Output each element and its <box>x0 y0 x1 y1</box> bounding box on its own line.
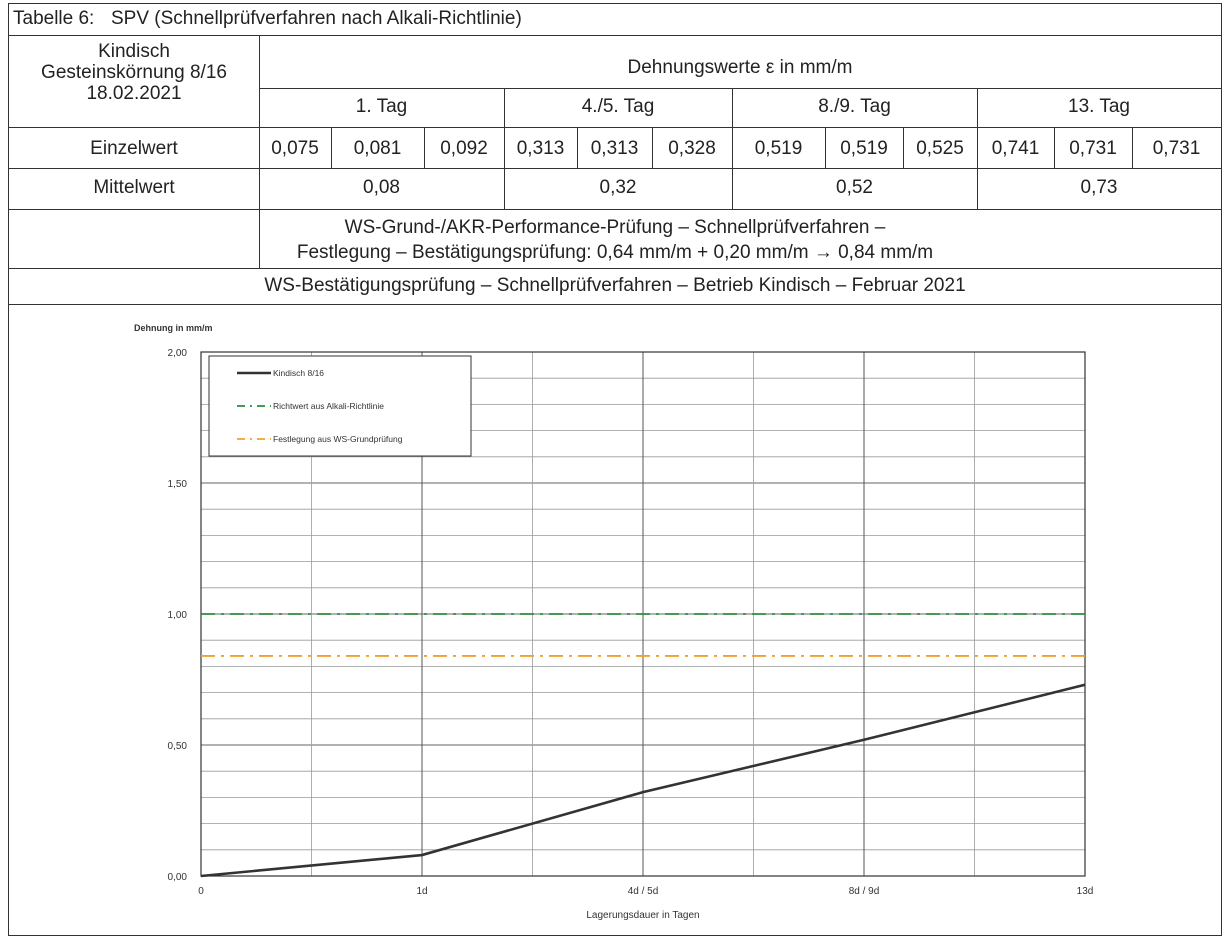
single-value: 0,313 <box>590 138 639 159</box>
x-tick-label: 8d / 9d <box>849 886 880 897</box>
row-divider <box>9 268 1221 269</box>
column-divider <box>259 35 260 268</box>
column-divider <box>732 88 733 209</box>
legend-label: Kindisch 8/16 <box>273 368 324 378</box>
single-value: 0,313 <box>516 138 565 159</box>
single-value: 0,731 <box>1069 138 1117 159</box>
note-line-2: Festlegung – Bestätigungsprüfung: 0,64 m… <box>296 242 934 263</box>
row-single-label: Einzelwert <box>90 138 178 159</box>
table-caption-title: SPV (Schnellprüfverfahren nach Alkali-Ri… <box>111 8 522 29</box>
single-value: 0,525 <box>916 138 964 159</box>
single-value: 0,075 <box>271 138 319 159</box>
x-tick-label: 0 <box>198 886 204 897</box>
column-divider <box>977 88 978 209</box>
y-tick-label: 1,00 <box>168 610 188 621</box>
single-value: 0,741 <box>991 138 1040 159</box>
table-caption-label: Tabelle 6: <box>13 8 95 29</box>
single-value: 0,328 <box>668 138 716 159</box>
column-divider <box>1132 127 1133 168</box>
row-divider <box>9 168 1221 169</box>
mean-value: 0,08 <box>363 177 400 198</box>
single-value: 0,081 <box>353 138 402 159</box>
row-divider <box>9 304 1221 305</box>
mean-value: 0,52 <box>836 177 873 198</box>
sample-name: Kindisch <box>98 41 170 62</box>
header-main: Dehnungswerte ε in mm/m <box>627 57 853 78</box>
period-header-4: 13. Tag <box>1068 96 1130 117</box>
column-divider <box>424 127 425 168</box>
column-divider <box>504 88 505 209</box>
mean-value: 0,73 <box>1080 177 1118 198</box>
single-value: 0,519 <box>754 138 803 159</box>
period-header-3: 8./9. Tag <box>818 96 891 117</box>
column-divider <box>652 127 653 168</box>
y-tick-label: 1,50 <box>168 479 188 490</box>
y-tick-label: 0,50 <box>168 741 188 752</box>
series-line <box>200 683 1086 878</box>
x-tick-label: 1d <box>416 886 427 897</box>
y-tick-label: 0,00 <box>168 872 188 883</box>
x-axis-label: Lagerungsdauer in Tagen <box>586 910 699 921</box>
sample-aggregate: Gesteinskörnung 8/16 <box>41 62 227 83</box>
y-tick-label: 2,00 <box>168 348 188 359</box>
column-divider <box>825 127 826 168</box>
row-mean-label: Mittelwert <box>93 177 175 198</box>
legend-label: Festlegung aus WS-Grundprüfung <box>273 434 403 444</box>
mean-value: 0,32 <box>599 177 637 198</box>
expansion-chart: 0,00 0,50 1,00 1,50 2,00 0 1d 4d / 5d 8d / 9d 13d… <box>134 323 1094 921</box>
row-divider <box>9 209 1221 210</box>
chart-subtitle: WS-Bestätigungsprüfung – Schnellprüfverf… <box>264 275 966 296</box>
single-value: 0,519 <box>840 138 888 159</box>
row-divider <box>9 35 1221 36</box>
single-value: 0,092 <box>440 138 488 159</box>
legend-label: Richtwert aus Alkali-Richtlinie <box>273 401 384 411</box>
column-divider <box>903 127 904 168</box>
row-divider <box>9 127 1221 128</box>
y-axis-label: Dehnung in mm/m <box>134 323 213 333</box>
sample-date: 18.02.2021 <box>86 83 182 104</box>
x-tick-label: 4d / 5d <box>628 886 659 897</box>
column-divider <box>331 127 332 168</box>
document-page: Tabelle 6: SPV (Schnellprüfverfahren nac… <box>8 3 1222 936</box>
x-tick-label: 13d <box>1077 886 1094 897</box>
note-line-1: WS-Grund-/AKR-Performance-Prüfung – Schn… <box>344 217 886 238</box>
header-divider <box>259 88 1221 89</box>
period-header-1: 1. Tag <box>355 96 408 117</box>
column-divider <box>577 127 578 168</box>
single-value: 0,731 <box>1152 138 1201 159</box>
period-header-2: 4./5. Tag <box>581 96 655 117</box>
column-divider <box>1054 127 1055 168</box>
